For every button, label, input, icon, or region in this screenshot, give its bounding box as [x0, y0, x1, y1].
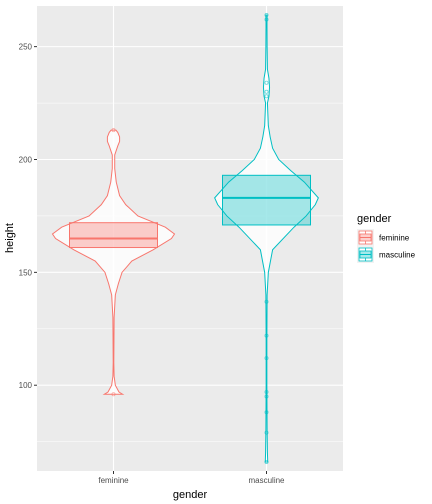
outlier-point — [111, 392, 116, 397]
outlier-point — [264, 410, 269, 415]
y-tick-label: 250 — [19, 43, 33, 52]
outlier-points — [111, 13, 269, 464]
outlier-point — [264, 356, 269, 361]
x-tick-label: feminine — [98, 476, 129, 485]
legend: gender feminine masculine — [357, 213, 416, 263]
boxplots — [69, 130, 311, 273]
outlier-point — [264, 394, 269, 399]
legend-label: masculine — [379, 251, 416, 260]
outlier-point — [264, 459, 269, 464]
outlier-point — [264, 299, 269, 304]
axes: 100 150 200 250 feminine masculine — [19, 43, 285, 485]
legend-label: feminine — [379, 234, 410, 243]
outlier-point — [264, 17, 269, 22]
box-feminine — [69, 222, 158, 249]
legend-item-masculine: masculine — [357, 246, 416, 263]
outlier-point — [264, 430, 269, 435]
legend-title: gender — [357, 213, 392, 225]
outlier-point — [264, 80, 269, 85]
legend-item-feminine: feminine — [357, 229, 410, 246]
box-masculine — [222, 174, 311, 226]
outlier-point — [264, 89, 269, 94]
outlier-point — [111, 128, 116, 133]
x-tick-label: masculine — [248, 476, 285, 485]
outlier-point — [264, 333, 269, 338]
y-axis-title: height — [4, 223, 16, 253]
y-tick-label: 100 — [19, 381, 33, 390]
outlier-point — [264, 94, 269, 99]
outlier-point — [264, 389, 269, 394]
y-tick-label: 200 — [19, 155, 33, 164]
x-axis-title: gender — [173, 489, 208, 501]
outlier-point — [264, 13, 269, 18]
y-tick-label: 150 — [19, 268, 33, 277]
